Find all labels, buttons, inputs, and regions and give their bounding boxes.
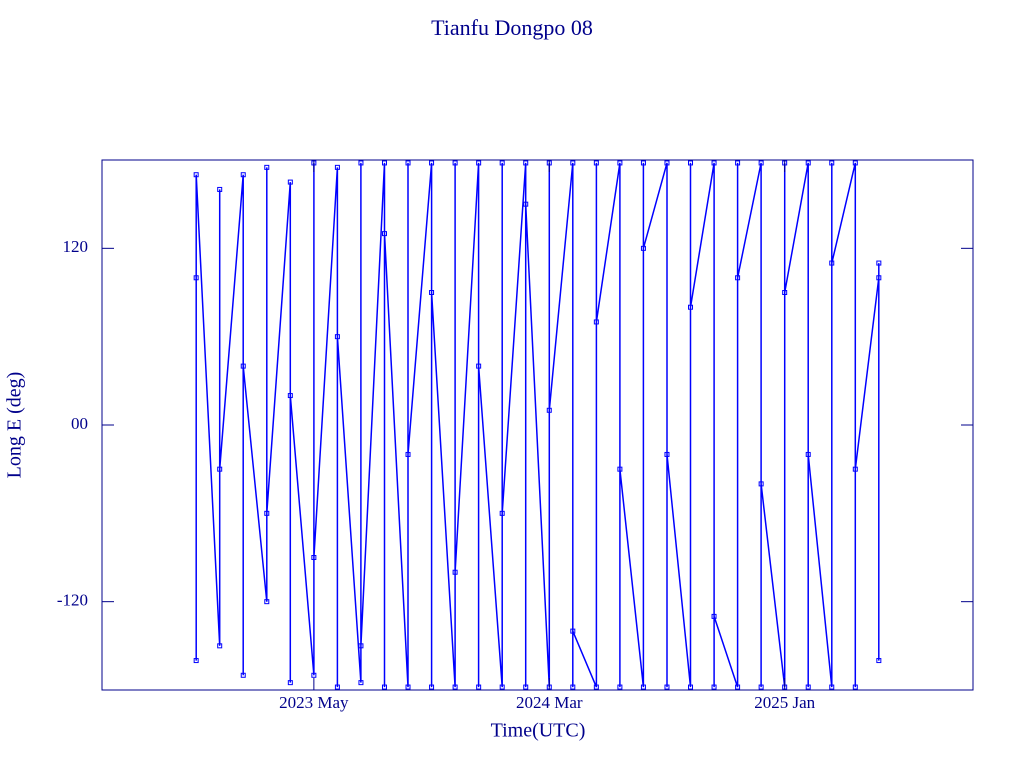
y-axis-label: Long E (deg): [4, 372, 26, 479]
data-point: [405, 160, 411, 166]
data-point: [381, 231, 387, 237]
data-point: [664, 160, 670, 166]
data-point: [405, 451, 411, 457]
data-point: [499, 160, 505, 166]
data-point: [381, 684, 387, 690]
data-point: [735, 275, 741, 281]
data-point: [688, 160, 694, 166]
data-point: [193, 172, 199, 178]
x-tick-label: 2024 Mar: [516, 693, 583, 712]
data-point: [688, 304, 694, 310]
data-point: [429, 684, 435, 690]
data-point: [876, 260, 882, 266]
data-point: [852, 684, 858, 690]
x-tick-label: 2023 May: [279, 693, 349, 712]
x-axis-label: Time(UTC): [491, 720, 586, 742]
chart-title: Tianfu Dongpo 08: [431, 15, 593, 40]
data-point: [805, 160, 811, 166]
data-point: [287, 179, 293, 185]
data-point: [570, 160, 576, 166]
data-point: [711, 160, 717, 166]
data-point: [523, 201, 529, 207]
data-point: [852, 160, 858, 166]
data-point: [617, 466, 623, 472]
data-point: [640, 160, 646, 166]
data-point: [852, 466, 858, 472]
data-point: [476, 160, 482, 166]
data-point: [593, 160, 599, 166]
data-line: [195, 162, 880, 688]
data-point: [334, 334, 340, 340]
data-point: [829, 260, 835, 266]
data-point: [452, 569, 458, 575]
data-point: [876, 658, 882, 664]
data-point: [758, 481, 764, 487]
data-point: [523, 160, 529, 166]
data-point: [805, 684, 811, 690]
data-point: [593, 319, 599, 325]
data-point: [311, 672, 317, 678]
data-point: [358, 643, 364, 649]
data-point: [358, 160, 364, 166]
data-point: [876, 275, 882, 281]
data-point: [664, 451, 670, 457]
data-point: [735, 684, 741, 690]
data-point: [617, 160, 623, 166]
y-tick-label: -120: [57, 591, 88, 610]
data-point: [782, 290, 788, 295]
data-point: [617, 684, 623, 690]
data-point: [334, 684, 340, 690]
data-point: [640, 684, 646, 690]
data-point: [217, 186, 223, 192]
y-tick-label: 120: [63, 237, 89, 256]
data-point: [499, 510, 505, 516]
data-point: [664, 684, 670, 690]
data-point: [405, 684, 411, 690]
data-point: [287, 680, 293, 686]
data-point: [523, 684, 529, 690]
plot-frame: [101, 159, 974, 691]
data-point: [499, 684, 505, 690]
data-point: [334, 164, 340, 170]
x-tick-label: 2025 Jan: [754, 693, 815, 712]
data-point: [640, 245, 646, 251]
data-point: [805, 451, 811, 457]
data-point: [240, 172, 246, 178]
data-point: [429, 290, 435, 295]
data-point: [217, 643, 223, 649]
data-point: [546, 407, 552, 413]
data-point: [829, 160, 835, 166]
data-point: [735, 160, 741, 166]
data-point: [476, 684, 482, 690]
data-point: [264, 164, 270, 170]
data-point: [381, 160, 387, 166]
data-point: [758, 160, 764, 166]
data-point: [711, 684, 717, 690]
data-point: [358, 680, 364, 686]
data-point: [287, 393, 293, 399]
data-point: [452, 684, 458, 690]
data-point: [711, 613, 717, 619]
data-point: [758, 684, 764, 690]
data-point: [311, 555, 317, 560]
data-point: [570, 628, 576, 634]
data-point: [240, 363, 246, 369]
data-point: [193, 658, 199, 664]
data-point: [570, 684, 576, 690]
y-tick-label: 00: [71, 414, 88, 433]
data-point: [688, 684, 694, 690]
data-point: [264, 510, 270, 516]
data-point: [452, 160, 458, 166]
data-point: [593, 684, 599, 690]
data-point: [264, 599, 270, 605]
data-point: [476, 363, 482, 369]
data-point: [829, 684, 835, 690]
data-point: [240, 672, 246, 678]
data-point: [429, 160, 435, 166]
data-point: [193, 275, 199, 281]
data-point: [217, 466, 223, 472]
